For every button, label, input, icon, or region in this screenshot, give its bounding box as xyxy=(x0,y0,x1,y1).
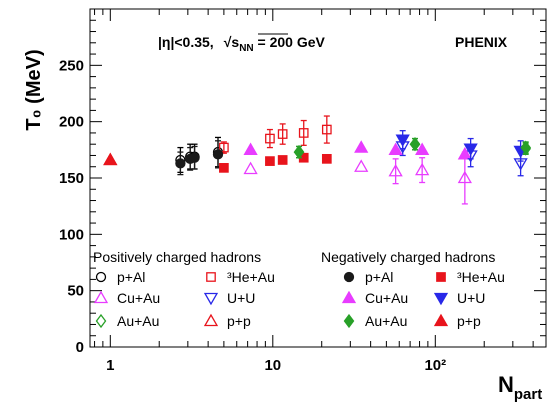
data-point xyxy=(175,158,186,169)
data-point xyxy=(243,142,258,155)
legend-label: p+p xyxy=(457,313,481,329)
y-axis-title: T₀ (MeV) xyxy=(23,49,45,130)
data-point xyxy=(265,156,275,166)
legend-label: Au+Au xyxy=(365,313,407,329)
legend-marker xyxy=(436,272,446,282)
legend-label: Cu+Au xyxy=(365,290,408,306)
data-point xyxy=(321,124,332,135)
data-point xyxy=(354,140,369,153)
legend-title-negative: Negatively charged hadrons xyxy=(321,249,495,265)
legend-marker xyxy=(203,313,219,327)
y-tick-label: 200 xyxy=(59,114,84,131)
condition-eta: |η|<0.35, xyxy=(158,34,214,50)
legend-label: p+Al xyxy=(117,269,145,285)
data-point xyxy=(189,152,200,163)
legend-marker xyxy=(343,271,355,283)
data-point xyxy=(293,145,305,160)
data-point xyxy=(298,128,309,138)
legend-marker xyxy=(433,313,449,327)
x-axis-title-sub: part xyxy=(514,386,542,403)
data-point xyxy=(457,170,472,184)
legend: p+Al ³He+Au Cu+Au U+U Au+Au p+p p+Al ³He+Au Cu+A… xyxy=(93,269,505,329)
legend-marker xyxy=(93,290,109,304)
legend-marker xyxy=(95,271,107,283)
data-point xyxy=(219,163,229,173)
data-point xyxy=(395,134,410,148)
x-axis-title: Npart xyxy=(498,372,542,403)
data-point xyxy=(243,161,258,175)
series-negative-au-au xyxy=(293,137,532,160)
x-axis-title-main: N xyxy=(498,372,514,397)
y-tick-label: 250 xyxy=(59,57,84,74)
legend-title-positive: Positively charged hadrons xyxy=(93,249,261,265)
data-point xyxy=(321,153,332,164)
legend-label: ³He+Au xyxy=(457,269,505,285)
data-point xyxy=(265,133,275,144)
data-point xyxy=(388,163,403,177)
condition-energy: = 200 GeV xyxy=(254,34,326,50)
legend-marker xyxy=(343,313,355,329)
x-tick-label: 10 xyxy=(264,357,281,374)
data-point xyxy=(277,129,288,139)
y-tick-label: 50 xyxy=(67,283,84,300)
legend-label: p+p xyxy=(227,313,251,329)
data-layer xyxy=(103,115,532,205)
series-negative-p-p xyxy=(103,152,118,166)
condition-s: s xyxy=(231,34,239,50)
data-point xyxy=(463,143,478,157)
data-point xyxy=(415,162,430,176)
condition-annotation: |η|<0.35, √sNN = 200 GeV xyxy=(158,34,326,54)
condition-sqrt: √ xyxy=(224,34,232,50)
data-point xyxy=(520,140,532,155)
data-point xyxy=(409,137,421,152)
legend-marker xyxy=(95,313,107,329)
data-point xyxy=(277,155,288,165)
legend-marker xyxy=(203,292,219,306)
series-positive-cu-au xyxy=(243,151,472,205)
legend-label: Cu+Au xyxy=(117,290,160,306)
legend-label: p+Al xyxy=(365,269,393,285)
data-point xyxy=(212,149,224,160)
data-point xyxy=(457,147,472,160)
legend-marker xyxy=(206,272,216,282)
series-negative-cu-au xyxy=(243,140,472,160)
legend-marker xyxy=(341,290,357,304)
y-tick-label: 150 xyxy=(59,170,84,187)
legend-marker xyxy=(433,292,449,306)
legend-label: Au+Au xyxy=(117,313,159,329)
y-tick-label: 100 xyxy=(59,226,84,243)
data-point xyxy=(103,152,118,166)
data-point xyxy=(415,142,430,155)
experiment-label: PHENIX xyxy=(455,34,508,50)
series-negative-p-al xyxy=(175,140,224,176)
data-point xyxy=(354,159,369,172)
y-tick-label: 0 xyxy=(76,339,84,356)
x-tick-label: 1 xyxy=(106,357,114,374)
legend-label: U+U xyxy=(227,290,255,306)
x-axis: 1 10 10² xyxy=(94,9,534,374)
x-tick-label: 10² xyxy=(424,357,446,374)
data-point xyxy=(219,142,229,153)
legend-label: U+U xyxy=(457,290,485,306)
legend-label: ³He+Au xyxy=(227,269,275,285)
data-point xyxy=(388,142,403,155)
y-axis: 0 50 100 150 200 250 xyxy=(59,19,546,356)
series-positive-he-au xyxy=(219,115,332,154)
condition-s-sub: NN xyxy=(239,43,253,54)
